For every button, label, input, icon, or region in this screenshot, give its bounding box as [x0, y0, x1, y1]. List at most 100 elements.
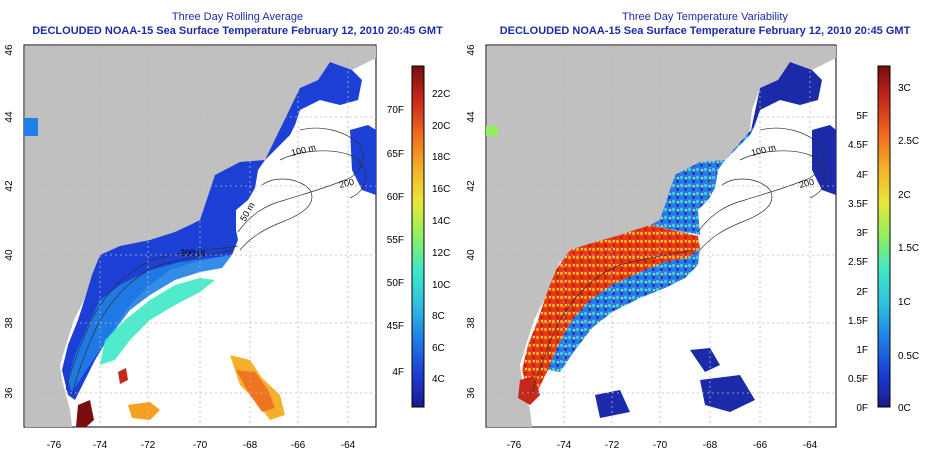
- left-graticule: [25, 46, 376, 427]
- left-x-axis: -76 -74 -72 -70 -68 -66 -64: [47, 440, 356, 451]
- right-y-tick: 46: [466, 44, 477, 56]
- left-cbar-f-label: 65F: [387, 149, 404, 160]
- right-x-tick: -76: [507, 440, 522, 451]
- right-bathymetry-contours: [531, 127, 826, 396]
- right-x-tick: -74: [557, 440, 572, 451]
- left-cbar-c-label: 4C: [432, 374, 445, 385]
- left-panel-title: Three Day Rolling Average: [171, 11, 304, 23]
- right-map: 100 m 200: [485, 44, 837, 428]
- right-graticule: [487, 46, 836, 427]
- right-x-tick: -72: [605, 440, 620, 451]
- left-sst-warm: [100, 278, 215, 365]
- left-cbar-c-label: 22C: [432, 89, 450, 100]
- left-contour-label-200: 200: [338, 177, 355, 190]
- right-variability-edge: [548, 248, 700, 372]
- left-cbar-f-label: 70F: [387, 105, 404, 116]
- left-panel-subtitle: DECLOUDED NOAA-15 Sea Surface Temperatur…: [32, 25, 443, 37]
- right-x-tick: -66: [753, 440, 768, 451]
- left-x-tick: -72: [141, 440, 156, 451]
- left-x-tick: -68: [243, 440, 258, 451]
- left-y-axis: 36 38 40 42 44 46: [4, 44, 15, 399]
- right-variability-high: [522, 225, 700, 392]
- left-y-tick: 38: [4, 317, 15, 329]
- right-y-tick: 42: [466, 180, 477, 192]
- left-map: 100 m 200 200 m 50 m: [23, 44, 377, 428]
- left-panel-title-block: Three Day Rolling Average DECLOUDED NOAA…: [0, 10, 475, 38]
- right-cbar-c-label: 0.5C: [898, 351, 919, 362]
- left-cbar-f-label: 4F: [392, 367, 404, 378]
- left-cbar-c-label: 20C: [432, 121, 450, 132]
- left-sst-mid: [68, 255, 232, 392]
- right-cbar-f-label: 1F: [856, 345, 868, 356]
- left-cbar-c-label: 8C: [432, 311, 445, 322]
- right-y-tick: 38: [466, 317, 477, 329]
- left-y-tick: 36: [4, 387, 15, 399]
- right-panel-title-block: Three Day Temperature Variability DECLOU…: [465, 10, 945, 38]
- right-cbar-c-label: 3C: [898, 83, 911, 94]
- right-x-axis: -76 -74 -72 -70 -68 -66 -64: [507, 440, 818, 451]
- left-x-tick: -66: [291, 440, 306, 451]
- right-cbar-f-label: 2F: [856, 287, 868, 298]
- left-cbar-f-label: 55F: [387, 235, 404, 246]
- left-cbar-c-label: 6C: [432, 343, 445, 354]
- left-sst-red-small: [118, 368, 128, 384]
- left-cbar-f-label: 45F: [387, 321, 404, 332]
- right-cbar-f-label: 4F: [856, 170, 868, 181]
- right-cbar-f-label: 2.5F: [848, 257, 868, 268]
- right-variability-shelf: [650, 110, 760, 235]
- left-y-tick: 40: [4, 249, 15, 261]
- right-x-tick: -70: [653, 440, 668, 451]
- left-x-tick: -64: [341, 440, 356, 451]
- left-cbar-f-label: 60F: [387, 192, 404, 203]
- left-colorbar: 4F 45F 50F 55F 60F 65F 70F 4C 6C 8C 10C …: [387, 65, 450, 408]
- left-colorbar-gradient: [411, 65, 425, 408]
- right-cbar-f-label: 4.5F: [848, 140, 868, 151]
- right-variability-dark: [750, 62, 822, 135]
- left-cbar-c-label: 10C: [432, 280, 450, 291]
- right-nw-blob: [486, 126, 498, 136]
- right-cbar-c-label: 2.5C: [898, 136, 919, 147]
- right-cbar-c-label: 1C: [898, 297, 911, 308]
- right-y-tick: 36: [466, 387, 477, 399]
- left-y-tick: 42: [4, 180, 15, 192]
- left-sst-nw-blob: [24, 118, 38, 136]
- left-sst-hot-patch: [236, 370, 275, 412]
- right-variability-east: [812, 125, 836, 195]
- right-cbar-c-label: 2C: [898, 190, 911, 201]
- right-cbar-c-label: 1.5C: [898, 243, 919, 254]
- right-colorbar: 0F 0.5F 1F 1.5F 2F 2.5F 3F 3.5F 4F 4.5F …: [848, 65, 919, 414]
- left-cbar-f-label: 50F: [387, 278, 404, 289]
- left-cbar-c-label: 14C: [432, 216, 450, 227]
- right-panel-subtitle: DECLOUDED NOAA-15 Sea Surface Temperatur…: [499, 25, 911, 37]
- left-bathymetry-contours: [65, 127, 366, 396]
- right-contour-label-200: 200: [798, 177, 815, 190]
- left-x-tick: -76: [47, 440, 62, 451]
- right-x-tick: -64: [803, 440, 818, 451]
- right-cbar-c-label: 0C: [898, 403, 911, 414]
- left-cbar-c-label: 12C: [432, 248, 450, 259]
- right-cbar-f-label: 1.5F: [848, 316, 868, 327]
- right-y-tick: 44: [466, 111, 477, 123]
- right-variability-south: [595, 348, 755, 418]
- left-sst-south-orange: [128, 402, 160, 420]
- right-cbar-f-label: 0F: [856, 403, 868, 414]
- right-cbar-f-label: 5F: [856, 111, 868, 122]
- right-y-tick: 40: [466, 249, 477, 261]
- left-cbar-c-label: 18C: [432, 152, 450, 163]
- left-x-tick: -70: [193, 440, 208, 451]
- left-y-tick: 46: [4, 44, 15, 56]
- left-sst-dark: [62, 62, 362, 400]
- left-cbar-c-label: 16C: [432, 184, 450, 195]
- left-contour-label-200m: 200 m: [180, 248, 205, 258]
- right-cbar-f-label: 3F: [856, 228, 868, 239]
- right-colorbar-gradient: [877, 65, 891, 408]
- left-y-tick: 44: [4, 111, 15, 123]
- right-variability-south-red: [518, 376, 540, 405]
- left-sst-south-red: [76, 400, 94, 427]
- right-x-tick: -68: [703, 440, 718, 451]
- right-panel-title: Three Day Temperature Variability: [622, 11, 788, 23]
- left-x-tick: -74: [93, 440, 108, 451]
- right-y-axis: 36 38 40 42 44 46: [466, 44, 477, 399]
- right-cbar-f-label: 0.5F: [848, 374, 868, 385]
